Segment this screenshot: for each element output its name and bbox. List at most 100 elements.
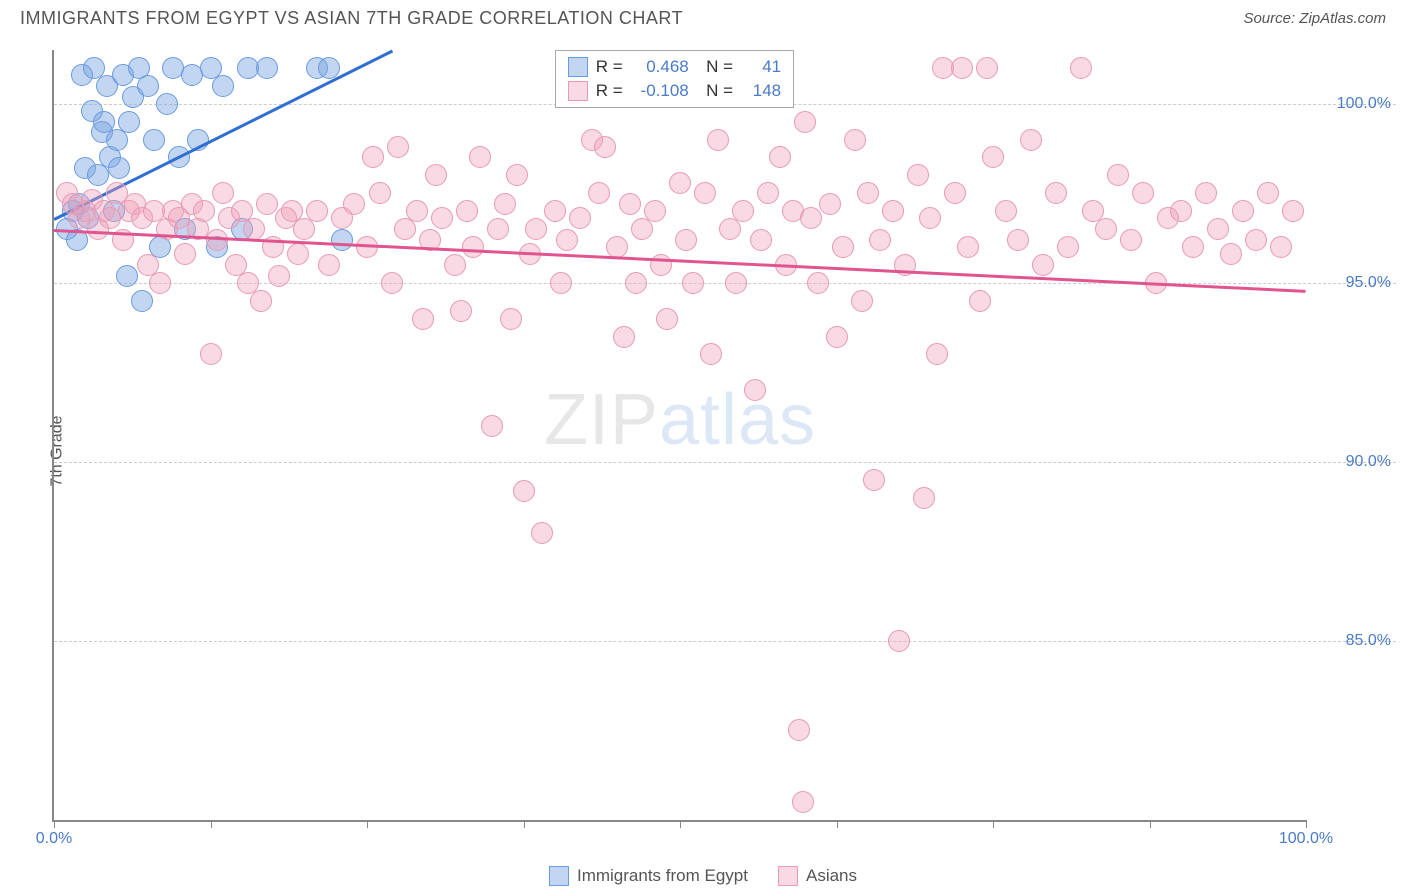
scatter-point: [982, 146, 1004, 168]
scatter-point: [525, 218, 547, 240]
scatter-point: [369, 182, 391, 204]
x-tick: [367, 820, 368, 828]
scatter-point: [606, 236, 628, 258]
scatter-point: [381, 272, 403, 294]
scatter-point: [944, 182, 966, 204]
legend-label: Immigrants from Egypt: [577, 866, 748, 886]
stats-row: R =0.468 N =41: [556, 55, 793, 79]
scatter-point: [769, 146, 791, 168]
scatter-point: [287, 243, 309, 265]
scatter-point: [531, 522, 553, 544]
scatter-point: [149, 272, 171, 294]
scatter-point: [800, 207, 822, 229]
scatter-point: [844, 129, 866, 151]
scatter-point: [744, 379, 766, 401]
scatter-point: [487, 218, 509, 240]
scatter-point: [425, 164, 447, 186]
scatter-plot: ZIPatlas 85.0%90.0%95.0%100.0%0.0%100.0%…: [52, 50, 1306, 822]
scatter-point: [412, 308, 434, 330]
scatter-point: [857, 182, 879, 204]
scatter-point: [1020, 129, 1042, 151]
y-tick-label: 95.0%: [1346, 274, 1391, 292]
stats-row: R =-0.108 N =148: [556, 79, 793, 103]
scatter-point: [1045, 182, 1067, 204]
scatter-point: [694, 182, 716, 204]
scatter-point: [250, 290, 272, 312]
scatter-point: [926, 343, 948, 365]
scatter-point: [757, 182, 779, 204]
scatter-point: [174, 243, 196, 265]
scatter-point: [863, 469, 885, 491]
scatter-point: [882, 200, 904, 222]
scatter-point: [569, 207, 591, 229]
scatter-point: [819, 193, 841, 215]
scatter-point: [137, 75, 159, 97]
stats-r-value: -0.108: [631, 81, 689, 101]
x-tick-label: 0.0%: [36, 830, 72, 848]
scatter-point: [613, 326, 635, 348]
scatter-point: [494, 193, 516, 215]
scatter-point: [243, 218, 265, 240]
scatter-point: [682, 272, 704, 294]
stats-r-label: R =: [596, 81, 623, 101]
gridline: [54, 462, 1396, 463]
scatter-point: [732, 200, 754, 222]
scatter-point: [1057, 236, 1079, 258]
scatter-point: [644, 200, 666, 222]
scatter-point: [832, 236, 854, 258]
scatter-point: [919, 207, 941, 229]
scatter-point: [1270, 236, 1292, 258]
scatter-point: [1007, 229, 1029, 251]
scatter-point: [788, 719, 810, 741]
scatter-point: [675, 229, 697, 251]
watermark-zip: ZIP: [544, 380, 659, 460]
scatter-point: [200, 343, 222, 365]
chart-header: IMMIGRANTS FROM EGYPT VS ASIAN 7TH GRADE…: [0, 0, 1406, 33]
scatter-point: [1095, 218, 1117, 240]
scatter-point: [116, 265, 138, 287]
scatter-point: [1207, 218, 1229, 240]
scatter-point: [1032, 254, 1054, 276]
scatter-point: [156, 93, 178, 115]
scatter-point: [500, 308, 522, 330]
scatter-point: [556, 229, 578, 251]
y-tick-label: 100.0%: [1337, 95, 1391, 113]
stats-swatch: [568, 57, 588, 77]
scatter-point: [131, 290, 153, 312]
x-tick: [1150, 820, 1151, 828]
scatter-point: [108, 157, 130, 179]
scatter-point: [450, 300, 472, 322]
scatter-point: [193, 200, 215, 222]
stats-n-label: N =: [697, 81, 733, 101]
stats-box: R =0.468 N =41R =-0.108 N =148: [555, 50, 794, 108]
stats-n-value: 41: [741, 57, 781, 77]
scatter-point: [118, 111, 140, 133]
legend-item: Immigrants from Egypt: [549, 866, 748, 886]
scatter-point: [1245, 229, 1267, 251]
scatter-point: [318, 254, 340, 276]
scatter-point: [1132, 182, 1154, 204]
scatter-point: [851, 290, 873, 312]
scatter-point: [669, 172, 691, 194]
chart-title: IMMIGRANTS FROM EGYPT VS ASIAN 7TH GRADE…: [20, 8, 683, 29]
scatter-point: [888, 630, 910, 652]
scatter-point: [256, 57, 278, 79]
legend-label: Asians: [806, 866, 857, 886]
scatter-point: [619, 193, 641, 215]
x-tick: [524, 820, 525, 828]
scatter-point: [1220, 243, 1242, 265]
watermark-atlas: atlas: [659, 380, 816, 460]
scatter-point: [513, 480, 535, 502]
x-tick: [54, 820, 55, 828]
source-attribution: Source: ZipAtlas.com: [1243, 10, 1386, 27]
scatter-point: [700, 343, 722, 365]
scatter-point: [1120, 229, 1142, 251]
scatter-point: [544, 200, 566, 222]
scatter-point: [957, 236, 979, 258]
scatter-point: [1182, 236, 1204, 258]
scatter-point: [707, 129, 729, 151]
scatter-point: [256, 193, 278, 215]
scatter-point: [750, 229, 772, 251]
scatter-point: [506, 164, 528, 186]
scatter-point: [462, 236, 484, 258]
